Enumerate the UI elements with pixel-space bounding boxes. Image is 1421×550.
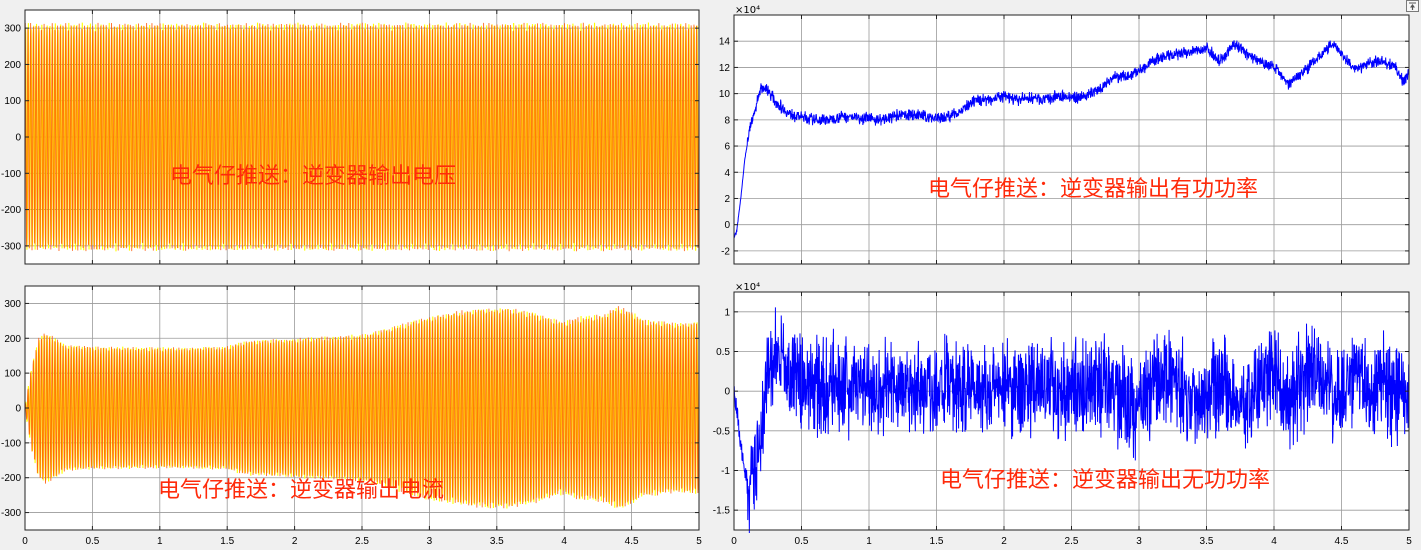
y-tick-label: 200 (4, 334, 21, 345)
y-tick-label: -100 (1, 169, 21, 180)
chart-annotation: 电气仔推送：逆变器输出电压 (170, 164, 456, 189)
restore-window-icon (1409, 2, 1416, 10)
x-tick-label: 0 (731, 536, 737, 547)
x-tick-label: 5 (696, 536, 702, 547)
x-tick-label: 0.5 (85, 536, 99, 547)
x-tick-label: 2.5 (355, 536, 369, 547)
y-ticks: -300 -200 -100 0 100 200 300 (1, 299, 699, 519)
x-tick-label: 2 (1001, 536, 1007, 547)
y-tick-label: -300 (1, 508, 21, 519)
y-tick-label: 100 (4, 96, 21, 107)
y-tick-label: 100 (4, 369, 21, 380)
x-tick-label: 0.5 (795, 536, 809, 547)
series-group (24, 306, 700, 509)
chart-annotation: 电气仔推送：逆变器输出有功功率 (928, 177, 1258, 202)
chart-annotation: 电气仔推送：逆变器输出无功功率 (940, 468, 1270, 493)
x-tick-label: 0 (22, 536, 28, 547)
x-tick-label: 2 (292, 536, 298, 547)
x-tick-label: 1.5 (930, 536, 944, 547)
x-ticks (24, 10, 700, 264)
chart-current: -300 -200 -100 0 100 200 300 0 0.5 1 1.5 2 2.5 3 3.5 4 4… (1, 285, 702, 547)
y-tick-label: -2 (721, 246, 730, 257)
y-tick-label: -200 (1, 205, 21, 216)
y-tick-label: 200 (4, 60, 21, 71)
x-ticks (733, 15, 1410, 264)
series-line-blue (733, 307, 1410, 534)
x-ticks: 0 0.5 1 1.5 2 2.5 3 3.5 4 4.5 5 (731, 292, 1412, 547)
x-tick-label: 3.5 (1200, 536, 1214, 547)
chart-annotation: 电气仔推送：逆变器输出电流 (158, 478, 444, 503)
y-ticks: -2 0 2 4 6 8 10 12 14 (719, 37, 1409, 257)
series-line-orange (24, 306, 700, 509)
grid-lines (733, 15, 1410, 264)
y-ticks: -1.5 -1 -0.5 0 0.5 1 (713, 307, 1409, 517)
y-tick-label: 10 (719, 89, 731, 100)
y-tick-label: 0 (15, 133, 21, 144)
y-tick-label: 300 (4, 24, 21, 35)
y-tick-label: -100 (1, 438, 21, 449)
series-group (24, 22, 700, 252)
x-tick-label: 1.5 (220, 536, 234, 547)
y-tick-label: -0.5 (713, 426, 731, 437)
x-tick-label: 3 (427, 536, 433, 547)
y-tick-label: -1 (721, 466, 730, 477)
y-tick-label: 14 (719, 37, 731, 48)
y-tick-label: 8 (724, 115, 730, 126)
y-tick-label: -200 (1, 473, 21, 484)
series-line-orange (24, 22, 700, 252)
series-line-blue (733, 40, 1410, 239)
y-tick-label: 12 (719, 63, 731, 74)
y-tick-label: 0 (15, 404, 21, 415)
x-tick-label: 4.5 (625, 536, 639, 547)
y-tick-label: 300 (4, 299, 21, 310)
x-tick-label: 3.5 (490, 536, 504, 547)
x-tick-label: 3 (1136, 536, 1142, 547)
x-tick-label: 5 (1406, 536, 1412, 547)
y-tick-label: -300 (1, 241, 21, 252)
chart-reactive_power: -1.5 -1 -0.5 0 0.5 1 0 0.5 1 1.5 2 2.5 3 3.5 4 4.5 5 ×10⁴… (713, 282, 1412, 547)
exponent-label: ×10⁴ (735, 5, 760, 16)
y-tick-label: 0 (724, 387, 730, 398)
x-tick-label: 4 (1271, 536, 1277, 547)
series-group (733, 307, 1410, 534)
x-tick-label: 4.5 (1335, 536, 1349, 547)
y-tick-label: 1 (724, 307, 730, 318)
x-tick-label: 4 (561, 536, 567, 547)
series-group (733, 40, 1410, 239)
corner-button[interactable] (1406, 0, 1419, 12)
x-tick-label: 1 (866, 536, 872, 547)
y-ticks: -300 -200 -100 0 100 200 300 (1, 24, 699, 252)
x-tick-label: 1 (157, 536, 163, 547)
y-tick-label: 0.5 (716, 347, 730, 358)
y-tick-label: 2 (724, 194, 730, 205)
chart-active_power: -2 0 2 4 6 8 10 12 14 ×10⁴ 电气仔推送：逆变器输出有功功率 (719, 5, 1410, 265)
exponent-label: ×10⁴ (735, 282, 760, 293)
y-tick-label: 6 (724, 142, 730, 153)
y-tick-label: 0 (724, 220, 730, 231)
y-tick-label: -1.5 (713, 506, 731, 517)
y-tick-label: 4 (724, 168, 730, 179)
x-tick-label: 2.5 (1065, 536, 1079, 547)
x-ticks: 0 0.5 1 1.5 2 2.5 3 3.5 4 4.5 5 (22, 286, 702, 547)
chart-voltage: -300 -200 -100 0 100 200 300 电气仔推送：逆变器输出电压 (1, 9, 700, 265)
